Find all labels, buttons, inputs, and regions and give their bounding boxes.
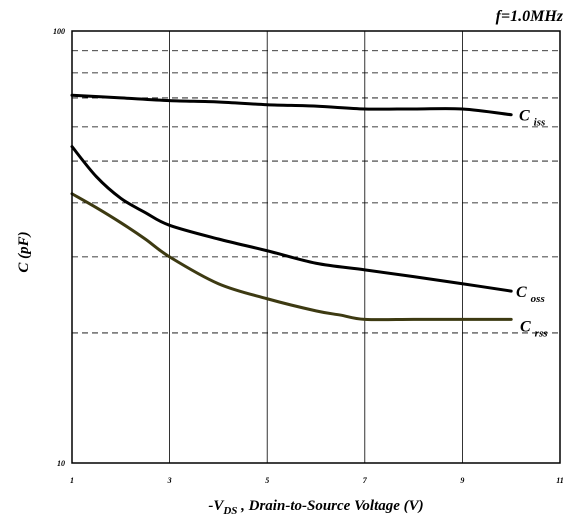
x-axis-label: -VDS , Drain-to-Source Voltage (V): [208, 498, 423, 517]
curve-label-rss-main: C: [520, 318, 531, 335]
curve-label-oss-main: C: [516, 284, 527, 301]
x-tick-label-7: 7: [363, 476, 368, 485]
x-axis-label-suffix: , Drain-to-Source Voltage (V): [237, 498, 423, 514]
curve-label-iss-main: C: [519, 108, 530, 125]
series-line-rss: [70, 192, 513, 322]
x-axis-label-prefix: -V: [208, 498, 225, 514]
plot-frame: [71, 30, 561, 464]
curve-label-iss-sub: iss: [534, 117, 546, 129]
frequency-annotation: f=1.0MHz: [496, 8, 564, 25]
x-tick-label-3: 3: [167, 476, 172, 485]
series-layer: [70, 93, 513, 322]
curve-label-rss-sub: rss: [535, 327, 548, 339]
grid-lines: [72, 31, 560, 463]
series-line-oss: [70, 145, 513, 293]
x-tick-label-5: 5: [265, 476, 269, 485]
x-tick-label-11: 11: [556, 476, 564, 485]
x-axis-label-subscript: DS: [222, 505, 237, 517]
y-tick-label-100: 100: [53, 27, 65, 36]
tick-labels: 1 3 5 7 9 11 10 100: [53, 27, 564, 485]
y-tick-label-10: 10: [57, 459, 65, 468]
x-tick-label-9: 9: [460, 476, 464, 485]
curve-label-oss-sub: oss: [531, 293, 545, 305]
y-axis-label: C (pF): [16, 231, 32, 272]
series-line-iss: [70, 93, 513, 117]
x-tick-label-1: 1: [70, 476, 74, 485]
